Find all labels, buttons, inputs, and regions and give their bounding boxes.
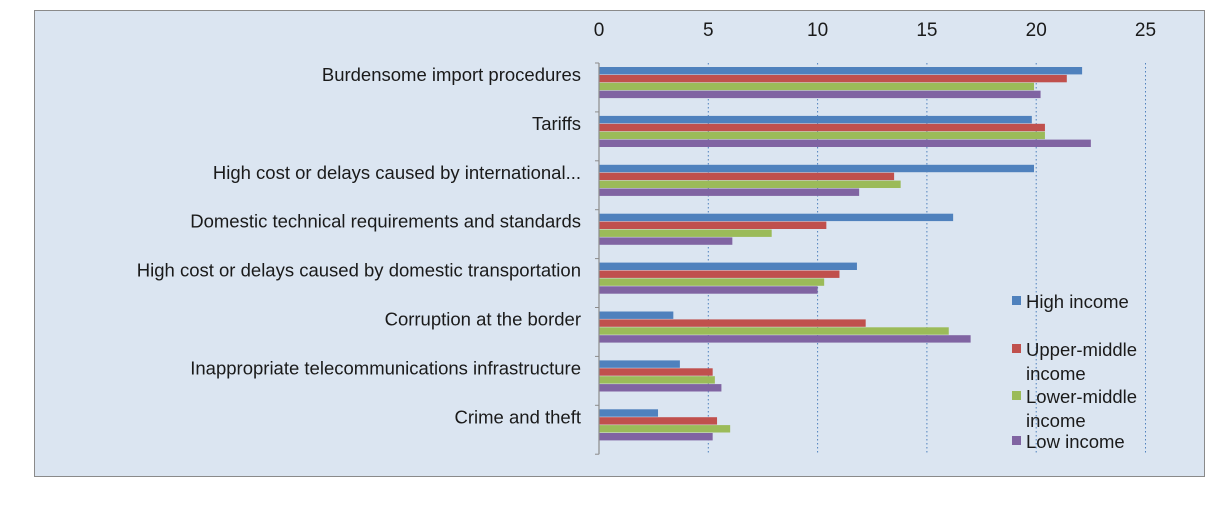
bar-7-1	[599, 417, 718, 425]
legend-swatch	[1012, 436, 1021, 445]
legend-label: Upper-middle income	[1026, 339, 1137, 384]
bar-5-1	[599, 319, 866, 327]
bar-2-0	[599, 164, 1035, 173]
category-label: Burdensome import procedures	[322, 64, 581, 85]
x-axis-ticks: 0 5 10 15 20 25	[594, 20, 1156, 41]
bar-4-3	[599, 286, 818, 294]
bar-3-0	[599, 213, 954, 222]
legend-label: Low income	[1026, 431, 1125, 452]
y-axis	[595, 62, 600, 455]
bar-5-2	[599, 327, 949, 335]
bar-7-0	[599, 409, 659, 417]
bar-4-0	[599, 262, 857, 270]
category-label: Crime and theft	[455, 406, 581, 427]
chart-frame: 0 5 10 15 20 25 Burdensome import procedures T…	[34, 10, 1205, 477]
bar-chart: 0 5 10 15 20 25 Burdensome import procedures T…	[137, 20, 1156, 455]
bar-1-1	[599, 123, 1045, 132]
bar-6-2	[599, 376, 715, 384]
category-label: Tariffs	[532, 113, 581, 134]
bar-0-3	[599, 90, 1041, 99]
bar-1-0	[599, 115, 1032, 124]
bar-1-2	[599, 131, 1045, 140]
category-label: Domestic technical requirements and stan…	[190, 211, 581, 232]
x-tick-label: 5	[703, 20, 714, 41]
category-labels: Burdensome import procedures Tariffs High …	[137, 64, 581, 427]
x-tick-label: 20	[1026, 20, 1047, 41]
legend-label: Lower-middle income	[1026, 386, 1137, 431]
legend-swatch	[1012, 391, 1021, 400]
bar-0-0	[599, 67, 1083, 75]
bar-2-2	[599, 180, 901, 188]
x-tick-label: 15	[916, 20, 937, 41]
bar-6-1	[599, 368, 713, 376]
bar-2-3	[599, 188, 860, 196]
category-label: High cost or delays caused by domestic t…	[137, 260, 581, 281]
bar-3-3	[599, 237, 733, 245]
bars	[599, 67, 1091, 441]
legend-swatch	[1012, 296, 1021, 305]
x-tick-label: 0	[594, 20, 605, 41]
legend-swatch	[1012, 344, 1021, 353]
category-label: High cost or delays caused by internatio…	[213, 162, 581, 183]
bar-5-3	[599, 335, 971, 343]
category-label: Inappropriate telecommunications infrast…	[190, 357, 581, 378]
bar-3-2	[599, 229, 772, 237]
bar-4-1	[599, 270, 840, 278]
bar-6-3	[599, 384, 722, 392]
legend: High income Upper-middle incomeLower-middl…	[1012, 291, 1137, 452]
bar-6-0	[599, 360, 680, 368]
bar-3-1	[599, 221, 827, 229]
x-tick-label: 25	[1135, 20, 1156, 41]
bar-7-3	[599, 433, 713, 441]
bar-2-1	[599, 172, 895, 181]
legend-label: High income	[1026, 291, 1129, 312]
x-tick-label: 10	[807, 20, 828, 41]
bar-4-2	[599, 278, 825, 286]
bar-1-3	[599, 139, 1091, 147]
category-label: Corruption at the border	[385, 309, 581, 330]
bar-7-2	[599, 425, 731, 433]
bar-0-1	[599, 74, 1067, 83]
bar-5-0	[599, 311, 674, 319]
bar-0-2	[599, 82, 1035, 91]
